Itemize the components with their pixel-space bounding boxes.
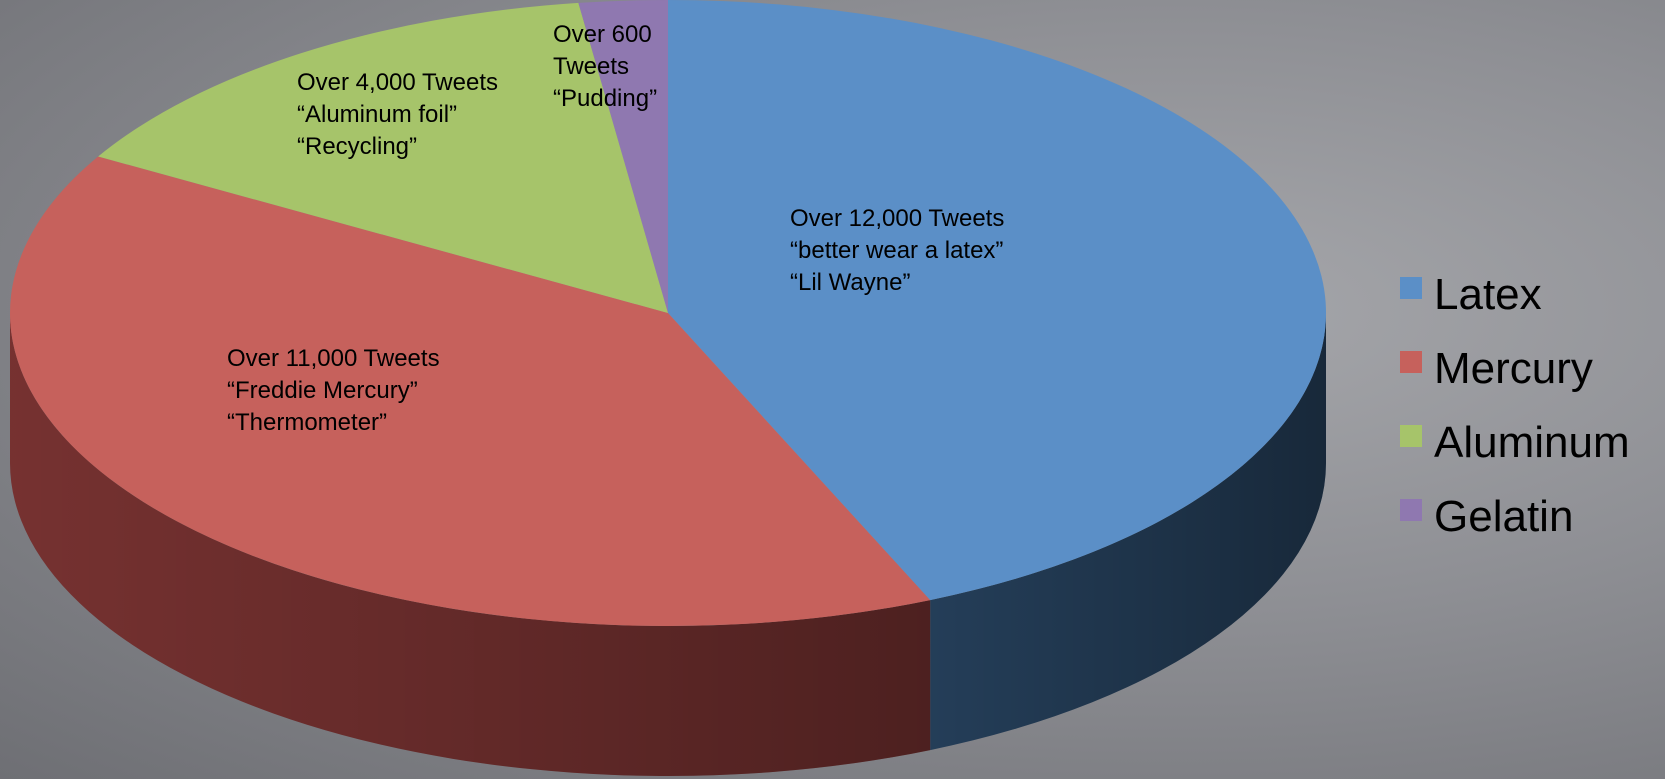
- legend-label-mercury: Mercury: [1434, 344, 1593, 393]
- pie-top: [10, 0, 1327, 627]
- legend-swatch-gelatin: [1400, 499, 1422, 521]
- legend-label-gelatin: Gelatin: [1434, 492, 1573, 541]
- legend-label-aluminum: Aluminum: [1434, 418, 1630, 467]
- legend-swatch-aluminum: [1400, 425, 1422, 447]
- legend-label-latex: Latex: [1434, 270, 1542, 319]
- slice-label-latex: Over 12,000 Tweets “better wear a latex” “…: [790, 205, 1004, 296]
- pie-slice-aluminum: [98, 2, 668, 313]
- legend: Latex Mercury Aluminum Gelatin: [1400, 270, 1630, 541]
- slice-label-mercury: Over 11,000 Tweets “Freddie Mercury” “Ther…: [227, 345, 440, 436]
- pie-labels: Over 12,000 Tweets “better wear a latex” “…: [227, 21, 1004, 436]
- legend-swatch-latex: [1400, 277, 1422, 299]
- pie-sides: [10, 313, 1326, 777]
- pie-side-shade-latex: [930, 313, 1326, 751]
- legend-swatch-mercury: [1400, 351, 1422, 373]
- pie-slice-gelatin: [578, 0, 668, 313]
- pie-side-shade-mercury: [10, 313, 931, 777]
- slice-label-gelatin: Over 600 Tweets “Pudding”: [553, 21, 657, 112]
- pie-slice-mercury: [10, 156, 931, 627]
- slice-label-aluminum: Over 4,000 Tweets “Aluminum foil” “Recycli…: [297, 69, 498, 160]
- pie-slice-latex: [668, 0, 1327, 601]
